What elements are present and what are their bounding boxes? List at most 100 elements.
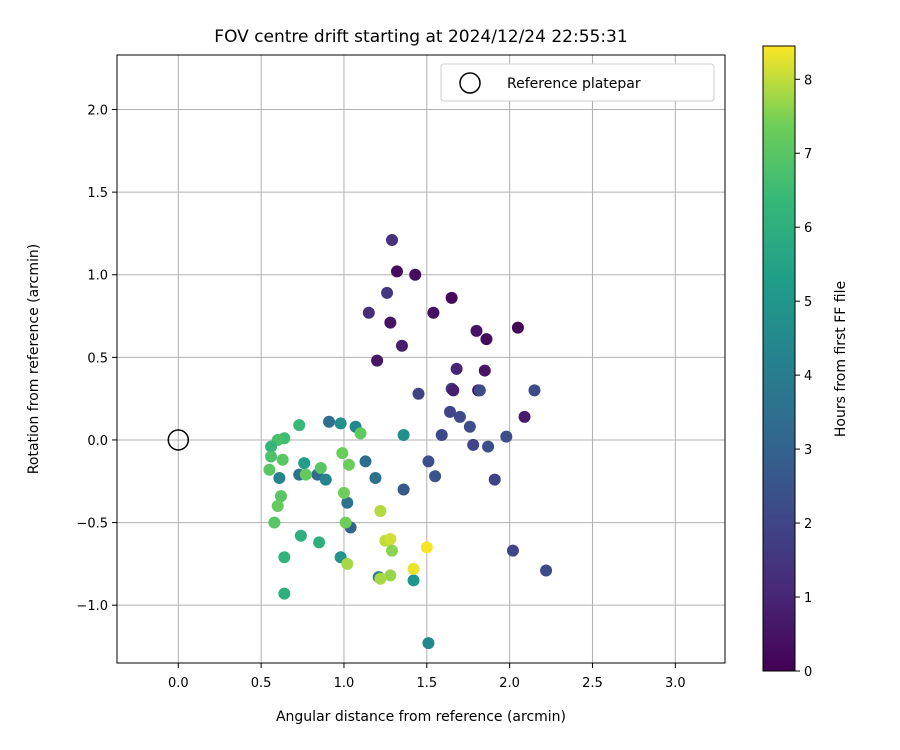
colorbar-tick-label: 7 xyxy=(804,147,812,162)
colorbar-tick-label: 3 xyxy=(804,443,812,458)
y-tick-label: 1.5 xyxy=(87,186,108,201)
data-point xyxy=(319,473,332,486)
data-point xyxy=(334,417,347,430)
data-point xyxy=(407,574,420,587)
x-tick-label: 3.0 xyxy=(665,676,686,691)
y-axis-label: Rotation from reference (arcmin) xyxy=(26,244,42,474)
data-point xyxy=(500,430,513,443)
x-axis-label: Angular distance from reference (arcmin) xyxy=(276,709,566,725)
data-point xyxy=(384,533,397,546)
data-point xyxy=(409,268,422,281)
data-point xyxy=(478,364,491,377)
data-point xyxy=(371,354,384,367)
data-point xyxy=(374,505,387,517)
data-point xyxy=(337,486,350,499)
y-tick-label: 1.0 xyxy=(87,269,108,284)
data-point xyxy=(369,471,382,484)
data-point xyxy=(384,316,397,329)
data-point xyxy=(407,562,420,575)
data-point xyxy=(341,557,354,570)
data-point xyxy=(362,306,375,319)
data-point xyxy=(265,450,278,463)
y-tick-label: 0.0 xyxy=(87,434,108,449)
reference-marker xyxy=(167,429,190,451)
chart-title: FOV centre drift starting at 2024/12/24 … xyxy=(214,27,627,47)
data-point xyxy=(473,384,486,397)
legend-box xyxy=(440,63,715,102)
data-point xyxy=(384,569,397,582)
data-point xyxy=(341,496,354,509)
data-point xyxy=(276,453,289,466)
data-point xyxy=(447,384,460,397)
data-point xyxy=(540,564,553,577)
colorbar: 0 1 2 3 4 5 6 7 8 Hours from first FF file xyxy=(762,45,849,680)
y-tick-label: −1.0 xyxy=(76,599,108,614)
data-point xyxy=(453,410,466,423)
x-tick-label: 1.0 xyxy=(334,676,355,691)
data-point xyxy=(397,483,410,496)
data-point xyxy=(463,420,476,433)
data-point xyxy=(395,339,408,352)
legend-reference-marker xyxy=(459,72,481,94)
data-point xyxy=(528,384,541,397)
data-point xyxy=(278,551,291,564)
data-point xyxy=(265,440,278,453)
data-point xyxy=(323,415,336,428)
legend: Reference platepar xyxy=(440,63,715,102)
data-point xyxy=(412,387,425,400)
data-point xyxy=(268,516,281,529)
data-point xyxy=(450,362,463,375)
x-tick-label: 2.0 xyxy=(499,676,520,691)
x-tick-label: 1.5 xyxy=(416,676,437,691)
data-point xyxy=(435,429,448,441)
data-point xyxy=(263,463,276,476)
colorbar-tick-label: 8 xyxy=(804,73,812,88)
colorbar-gradient xyxy=(762,45,796,672)
y-tick-label: −0.5 xyxy=(76,517,108,532)
data-point xyxy=(278,587,291,600)
x-tick-label: 2.5 xyxy=(582,676,603,691)
data-point xyxy=(294,529,307,542)
plot-frame xyxy=(116,54,726,664)
data-point xyxy=(422,637,435,650)
data-point xyxy=(381,286,394,299)
data-point xyxy=(299,468,312,481)
data-point xyxy=(420,541,433,554)
y-tick-label: 2.0 xyxy=(87,104,108,119)
y-axis-ticks: −1.0 −0.5 0.0 0.5 1.0 1.5 2.0 xyxy=(76,104,117,614)
data-point xyxy=(342,458,355,471)
data-point xyxy=(518,410,531,423)
colorbar-tick-label: 6 xyxy=(804,221,812,236)
data-point xyxy=(336,447,349,460)
data-point xyxy=(470,324,483,337)
data-point xyxy=(314,462,327,475)
data-point xyxy=(506,544,519,557)
data-point xyxy=(293,419,306,432)
data-point xyxy=(386,544,399,557)
colorbar-tick-label: 5 xyxy=(804,295,812,310)
colorbar-label: Hours from first FF file xyxy=(833,281,849,437)
colorbar-tick-label: 1 xyxy=(804,591,812,606)
x-tick-label: 0.0 xyxy=(168,676,189,691)
colorbar-tick-label: 0 xyxy=(804,665,812,680)
data-point xyxy=(482,440,495,453)
data-point xyxy=(374,572,387,585)
data-point xyxy=(488,473,501,486)
data-point xyxy=(339,516,352,529)
data-point xyxy=(313,536,326,549)
data-point xyxy=(480,333,493,346)
y-tick-label: 0.5 xyxy=(87,351,108,366)
data-point xyxy=(298,457,311,470)
data-point xyxy=(429,470,442,483)
data-point xyxy=(467,438,480,451)
data-point xyxy=(445,291,458,304)
data-point xyxy=(397,429,410,441)
x-axis-ticks: 0.0 0.5 1.0 1.5 2.0 2.5 3.0 xyxy=(168,663,686,691)
colorbar-tick-label: 2 xyxy=(804,517,812,532)
legend-label: Reference platepar xyxy=(507,76,641,92)
grid xyxy=(117,55,725,663)
data-point xyxy=(390,265,403,278)
data-point xyxy=(273,471,286,484)
data-point xyxy=(511,321,524,334)
